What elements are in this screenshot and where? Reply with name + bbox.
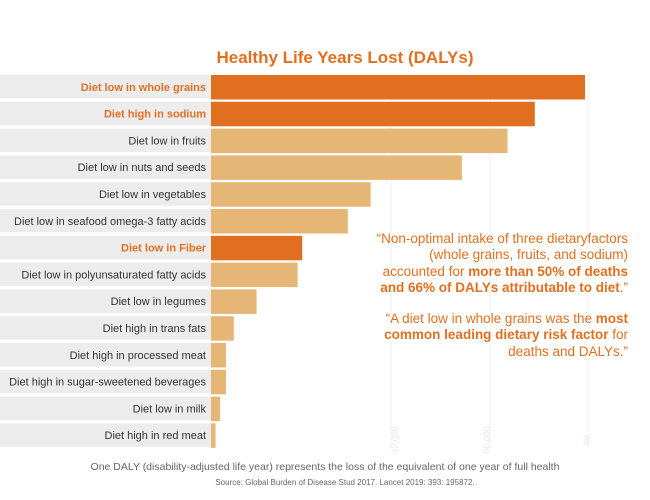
bar-chart: 40,000 60,000 80 Diet low in whole grains Di…	[0, 75, 592, 454]
category-label: Diet low in vegetables	[99, 189, 207, 201]
bar	[211, 262, 298, 288]
axis-tick-label: 80	[582, 435, 592, 445]
category-band	[0, 182, 211, 206]
category-label: Diet low in nuts and seeds	[78, 162, 207, 174]
quote-2: “A diet low in whole grains was the most…	[384, 310, 628, 359]
category-band	[0, 423, 211, 447]
bar	[211, 75, 585, 100]
axis-tick-label: 60,000	[482, 426, 492, 454]
chart-title: Healthy Life Years Lost (DALYs)	[216, 48, 474, 67]
bar	[211, 128, 508, 154]
bar	[211, 182, 371, 207]
bar	[211, 316, 234, 341]
category-band	[0, 128, 211, 153]
category-band	[0, 75, 211, 99]
category-label: Diet low in legumes	[111, 296, 207, 308]
category-label: Diet high in trans fats	[103, 323, 207, 335]
category-band	[0, 369, 211, 394]
bar	[211, 101, 535, 127]
category-band	[0, 101, 211, 126]
source-note: Source: Global Burden of Disease Stud 20…	[215, 478, 475, 487]
category-band	[0, 209, 211, 233]
category-label: Diet low in whole grains	[81, 82, 206, 94]
category-label: Diet low in milk	[133, 403, 207, 415]
bar	[211, 209, 348, 234]
category-label: Diet low in polyunsaturated fatty acids	[21, 269, 206, 281]
category-label: Diet low in fruits	[128, 135, 206, 147]
category-label: Diet low in Fiber	[121, 243, 207, 255]
quote-1: “Non-optimal intake of three dietaryfact…	[376, 231, 628, 296]
category-band	[0, 343, 211, 367]
category-label: Diet high in sugar-sweetened beverages	[9, 377, 206, 389]
category-band	[0, 396, 211, 421]
category-band	[0, 235, 211, 260]
category-label: Diet high in processed meat	[70, 350, 206, 362]
bar	[211, 343, 227, 368]
bar	[211, 235, 303, 261]
bar	[211, 396, 221, 422]
axis-tick-label: 40,000	[390, 426, 400, 454]
category-band	[0, 289, 211, 313]
category-label: Diet low in seafood omega-3 fatty acids	[14, 216, 206, 228]
bar	[211, 369, 227, 395]
category-band	[0, 316, 211, 340]
category-band	[0, 262, 211, 287]
category-band	[0, 155, 211, 179]
category-label: Diet high in sodium	[104, 109, 206, 121]
quote-box: “Non-optimal intake of three dietaryfact…	[372, 231, 628, 374]
footer-note: One DALY (disability-adjusted life year)…	[90, 461, 560, 473]
category-label: Diet high in red meat	[105, 430, 207, 442]
bar	[211, 289, 257, 314]
bar	[211, 155, 462, 180]
bar	[211, 423, 216, 448]
